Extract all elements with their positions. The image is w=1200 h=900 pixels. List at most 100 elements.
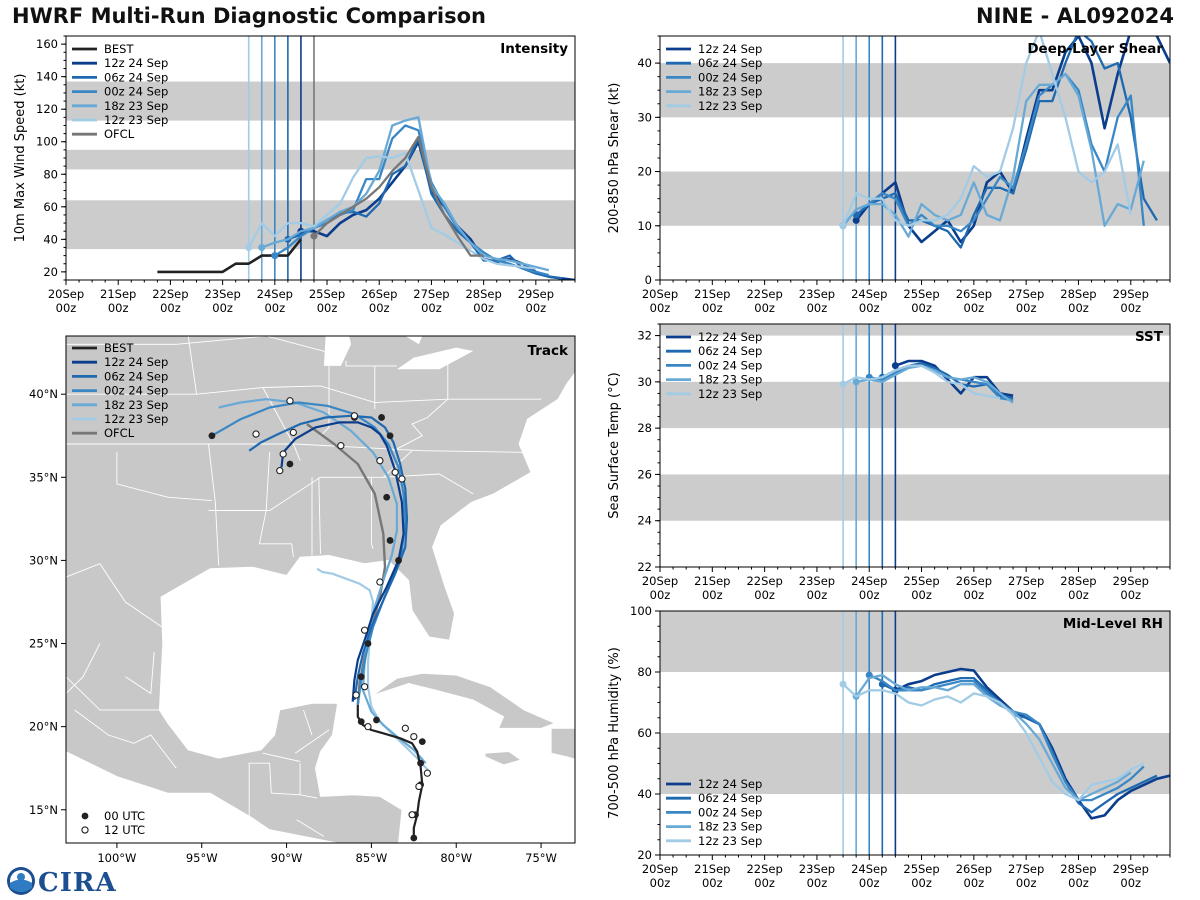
band-2: [660, 324, 1170, 336]
track-marker-12utc: [352, 691, 360, 699]
x-tick-label: 22Sep: [746, 574, 782, 588]
track-marker-00utc: [383, 493, 391, 501]
band-2: [66, 81, 575, 121]
landmass-hispaniola: [550, 727, 575, 760]
landmass-north-america: [66, 336, 575, 711]
y-axis-label: Sea Surface Temp (°C): [607, 372, 622, 519]
border-22: [296, 819, 325, 837]
track-marker-12utc: [398, 475, 406, 483]
series-start-12z-23-sep: [839, 222, 847, 230]
x-tick-label-hour: 00z: [859, 876, 880, 890]
border-27: [303, 709, 313, 736]
x-tick-label-hour: 00z: [317, 301, 338, 315]
x-tick-label: 20Sep: [642, 862, 678, 876]
series-line-18z-23-sep: [261, 116, 550, 272]
track-marker-12utc: [401, 724, 409, 732]
x-tick-label-hour: 00z: [264, 301, 285, 315]
x-tick-label: 25Sep: [903, 287, 939, 301]
y-tick-label: 140: [36, 70, 58, 84]
x-tick-label-hour: 00z: [1068, 301, 1089, 315]
lake-michigan: [323, 336, 351, 366]
band-1: [660, 611, 1170, 672]
x-tick-label: 27Sep: [1008, 287, 1044, 301]
y-tick-label: 20: [637, 848, 652, 862]
track-marker-12utc: [376, 578, 384, 586]
x-tick-label-hour: 00z: [421, 301, 442, 315]
panel-track: 100°W 95°W 90°W 85°W 80°W 75°W 15°N 20°N 25°N 30°…: [29, 335, 576, 865]
x-tick-label-hour: 00z: [369, 301, 390, 315]
x-tick-label: 27Sep: [413, 287, 449, 301]
series-start-12z-23-sep: [245, 243, 253, 251]
x-tick-label-hour: 00z: [911, 876, 932, 890]
series-line-18z-23-sep: [855, 673, 1132, 802]
legend-label-best: BEST: [104, 341, 134, 355]
series-line-00z-24-sep: [274, 124, 550, 277]
figure-title: HWRF Multi-Run Diagnostic Comparison: [12, 4, 487, 28]
y-tick-label: 80: [637, 665, 652, 679]
legend-label-00z-24-sep: 00z 24 Sep: [698, 358, 762, 372]
x-tick-label-hour: 00z: [473, 301, 494, 315]
x-tick-label: 20Sep: [642, 574, 678, 588]
series-group: [839, 36, 1170, 249]
legend-label-06z-24-sep: 06z 24 Sep: [104, 369, 168, 383]
x-tick-label: 100°W: [97, 851, 136, 865]
legend-label-12z-24-sep: 12z 24 Sep: [698, 777, 762, 791]
x-tick-label: 21Sep: [694, 287, 730, 301]
y-tick-label: 20°N: [29, 720, 58, 734]
border-21: [299, 763, 318, 799]
panel-intensity: 2040608010012014016020Sep00z21Sep00z22Se…: [13, 35, 576, 315]
x-tick-label: 80°W: [440, 851, 472, 865]
y-tick-label: 20: [43, 265, 58, 279]
track-marker-12utc: [360, 683, 369, 691]
x-tick-label-hour: 00z: [754, 301, 775, 315]
y-tick-label: 25°N: [29, 637, 58, 651]
panel-title: SST: [1135, 329, 1164, 345]
legend-label-best: BEST: [104, 42, 134, 56]
track-marker-00utc: [378, 414, 385, 421]
series-line-12z-23-sep: [842, 683, 1145, 802]
legend-label-12z-23-sep: 12z 23 Sep: [104, 113, 168, 127]
y-tick-label: 32: [637, 329, 652, 343]
track-marker-00utc: [395, 557, 402, 564]
x-tick-label-hour: 00z: [212, 301, 233, 315]
x-tick-label: 29Sep: [1113, 862, 1149, 876]
landmass-cuba: [372, 672, 556, 729]
x-tick-label-hour: 00z: [807, 876, 828, 890]
x-tick-label-hour: 00z: [911, 588, 932, 602]
x-tick-label-hour: 00z: [702, 588, 723, 602]
track-marker-00utc: [410, 834, 418, 842]
x-tick-label: 90°W: [271, 851, 303, 865]
x-tick-label: 25Sep: [309, 287, 345, 301]
series-line-18z-23-sep: [855, 364, 1014, 404]
border-6: [258, 452, 294, 558]
series-start-12z-24-sep: [891, 362, 899, 370]
x-tick-label: 25Sep: [903, 862, 939, 876]
border-25: [66, 643, 101, 695]
x-tick-label: 21Sep: [694, 862, 730, 876]
y-tick-label: 24: [637, 514, 652, 528]
track-marker-00utc: [417, 759, 425, 767]
track-marker-00utc: [357, 673, 365, 681]
y-axis-label: 200-850 hPa Shear (kt): [607, 83, 622, 234]
series-line-12z-24-sep: [894, 359, 1014, 397]
y-tick-label: 35°N: [29, 470, 58, 484]
border-17: [318, 477, 321, 554]
y-tick-label: 40: [637, 56, 652, 70]
axes-frame: [65, 335, 576, 844]
x-tick-label: 20Sep: [642, 287, 678, 301]
legend-label-12z-24-sep: 12z 24 Sep: [104, 355, 168, 369]
series-line-06z-24-sep: [855, 36, 1158, 249]
border-5: [370, 477, 374, 549]
x-tick-label-hour: 00z: [650, 301, 671, 315]
panel-title: Intensity: [500, 41, 568, 57]
y-tick-label: 40: [637, 787, 652, 801]
legend-label-00z-24-sep: 00z 24 Sep: [698, 70, 762, 84]
x-tick-label-hour: 00z: [1120, 876, 1141, 890]
x-tick-label-hour: 00z: [964, 876, 985, 890]
border-3: [208, 473, 474, 511]
x-tick-label-hour: 00z: [754, 588, 775, 602]
x-tick-label: 24Sep: [851, 287, 887, 301]
border-11: [187, 336, 198, 395]
track-marker-12utc: [391, 468, 399, 476]
